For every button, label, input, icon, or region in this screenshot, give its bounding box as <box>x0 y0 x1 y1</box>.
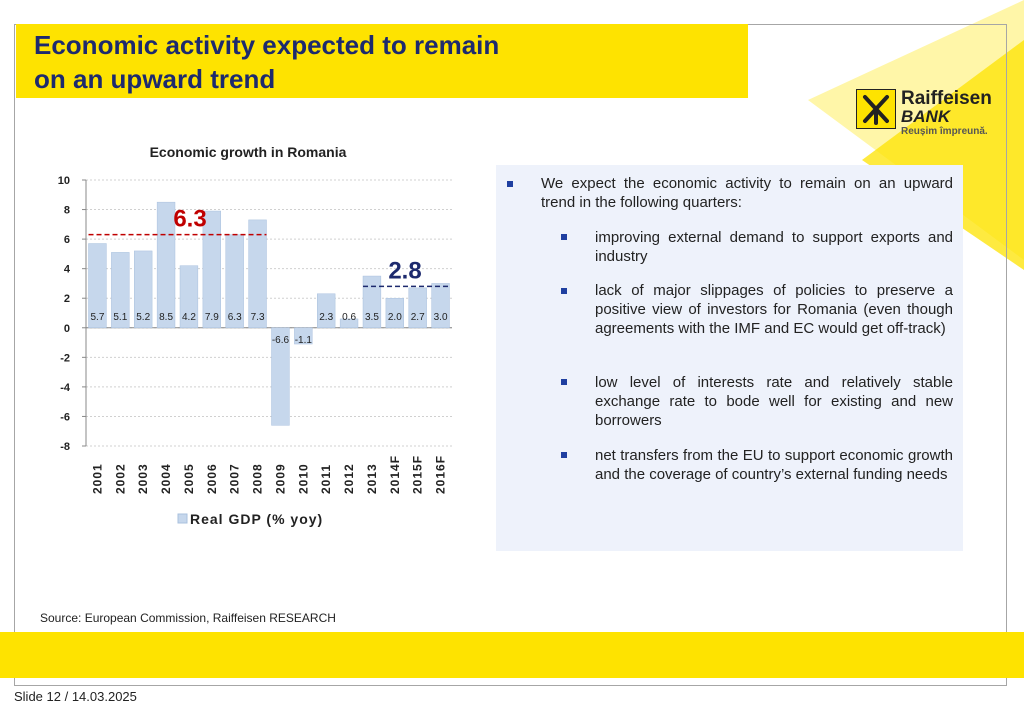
bullet-item-marker <box>561 234 567 240</box>
x-tick-label: 2015F <box>411 455 425 494</box>
x-tick-label: 2001 <box>90 463 104 494</box>
data-label: 3.0 <box>434 312 448 323</box>
logo-bank: BANK <box>901 107 951 126</box>
bullet-main: We expect the economic activity to remai… <box>541 175 953 211</box>
logo-name: Raiffeisen <box>901 88 992 109</box>
data-label: -1.1 <box>295 335 313 346</box>
bar <box>88 243 107 329</box>
average-label: 6.3 <box>173 206 206 233</box>
title-line-1: Economic activity expected to remain <box>34 30 500 60</box>
chart-title: Economic growth in Romania <box>150 144 347 160</box>
data-label: 4.2 <box>182 312 196 323</box>
y-tick-label: 4 <box>64 264 71 276</box>
x-tick-label: 2011 <box>319 464 333 494</box>
bar <box>271 327 290 426</box>
bar <box>362 275 382 329</box>
bar <box>317 293 336 329</box>
x-tick-label: 2007 <box>228 463 242 494</box>
data-label: -6.6 <box>272 335 290 346</box>
gdp-bar-chart: Economic growth in Romania 10 8 6 4 2 0 -2 -4 -6… <box>58 144 452 527</box>
data-label: 5.2 <box>136 312 150 323</box>
x-tick-label: 2005 <box>182 463 196 494</box>
x-tick-label: 2013 <box>365 463 379 494</box>
bullet-item: net transfers from the EU to support eco… <box>595 447 953 483</box>
legend-label: Real GDP (% yoy) <box>190 511 323 527</box>
data-label: 5.7 <box>90 312 104 323</box>
bar <box>385 297 404 329</box>
commentary-panel <box>496 165 963 551</box>
data-label: 7.9 <box>205 312 219 323</box>
data-label: 8.5 <box>159 312 173 323</box>
bullet-item: lack of major slippages of policies to p… <box>595 282 953 337</box>
y-tick-label: -6 <box>60 411 70 423</box>
data-label: 0.6 <box>342 312 356 323</box>
bullet-item: low level of interests rate and relative… <box>595 374 953 429</box>
y-tick-label: -4 <box>60 382 71 394</box>
y-tick-label: -8 <box>60 441 70 453</box>
y-tick-label: 8 <box>64 205 70 217</box>
legend-swatch <box>177 513 188 524</box>
bar <box>111 252 130 329</box>
bar <box>431 283 450 329</box>
x-tick-label: 2014F <box>388 455 402 494</box>
y-tick-label: 2 <box>64 293 70 305</box>
x-tick-label: 2016F <box>434 455 448 494</box>
bullet-main-marker <box>507 181 513 187</box>
slide-number: Slide 12 / 14.03.2025 <box>14 689 137 704</box>
y-tick-label: 0 <box>64 323 70 335</box>
y-tick-label: 6 <box>64 234 70 246</box>
x-tick-label: 2002 <box>113 463 127 494</box>
bullet-item-marker <box>561 379 567 385</box>
x-tick-label: 2009 <box>273 463 287 494</box>
title-line-2: on an upward trend <box>34 64 276 94</box>
footer-band <box>0 632 1024 678</box>
bar <box>294 327 313 345</box>
bar <box>248 219 267 329</box>
bullet-item-marker <box>561 452 567 458</box>
data-label: 2.3 <box>319 312 333 323</box>
x-tick-label: 2010 <box>296 463 310 494</box>
bullet-item: improving external demand to support exp… <box>595 229 953 265</box>
x-tick-label: 2008 <box>251 463 265 494</box>
yellow-stripe-right <box>862 40 1024 270</box>
logo-tagline: Reușim împreună. <box>901 126 988 137</box>
x-tick-label: 2012 <box>342 463 356 494</box>
data-label: 2.0 <box>388 312 402 323</box>
title-banner <box>16 24 748 98</box>
data-label: 6.3 <box>228 312 242 323</box>
raiffeisen-logo-icon <box>856 89 896 129</box>
average-label: 2.8 <box>388 257 421 284</box>
x-tick-label: 2003 <box>136 463 150 494</box>
data-label: 7.3 <box>251 312 265 323</box>
bar <box>339 318 359 329</box>
data-label: 3.5 <box>365 312 379 323</box>
x-tick-label: 2004 <box>159 463 173 494</box>
bar <box>408 287 427 329</box>
bar <box>156 201 176 329</box>
data-label: 2.7 <box>411 312 425 323</box>
source-note: Source: European Commission, Raiffeisen … <box>40 611 336 625</box>
slide-title: Economic activity expected to remain on … <box>34 28 499 96</box>
bar <box>134 250 153 329</box>
y-tick-label: 10 <box>58 175 70 187</box>
y-tick-label: -2 <box>60 352 70 364</box>
bar <box>179 265 199 329</box>
bullet-item-marker <box>561 288 567 294</box>
data-label: 5.1 <box>113 312 127 323</box>
x-tick-label: 2006 <box>205 463 219 494</box>
bar <box>202 210 221 329</box>
